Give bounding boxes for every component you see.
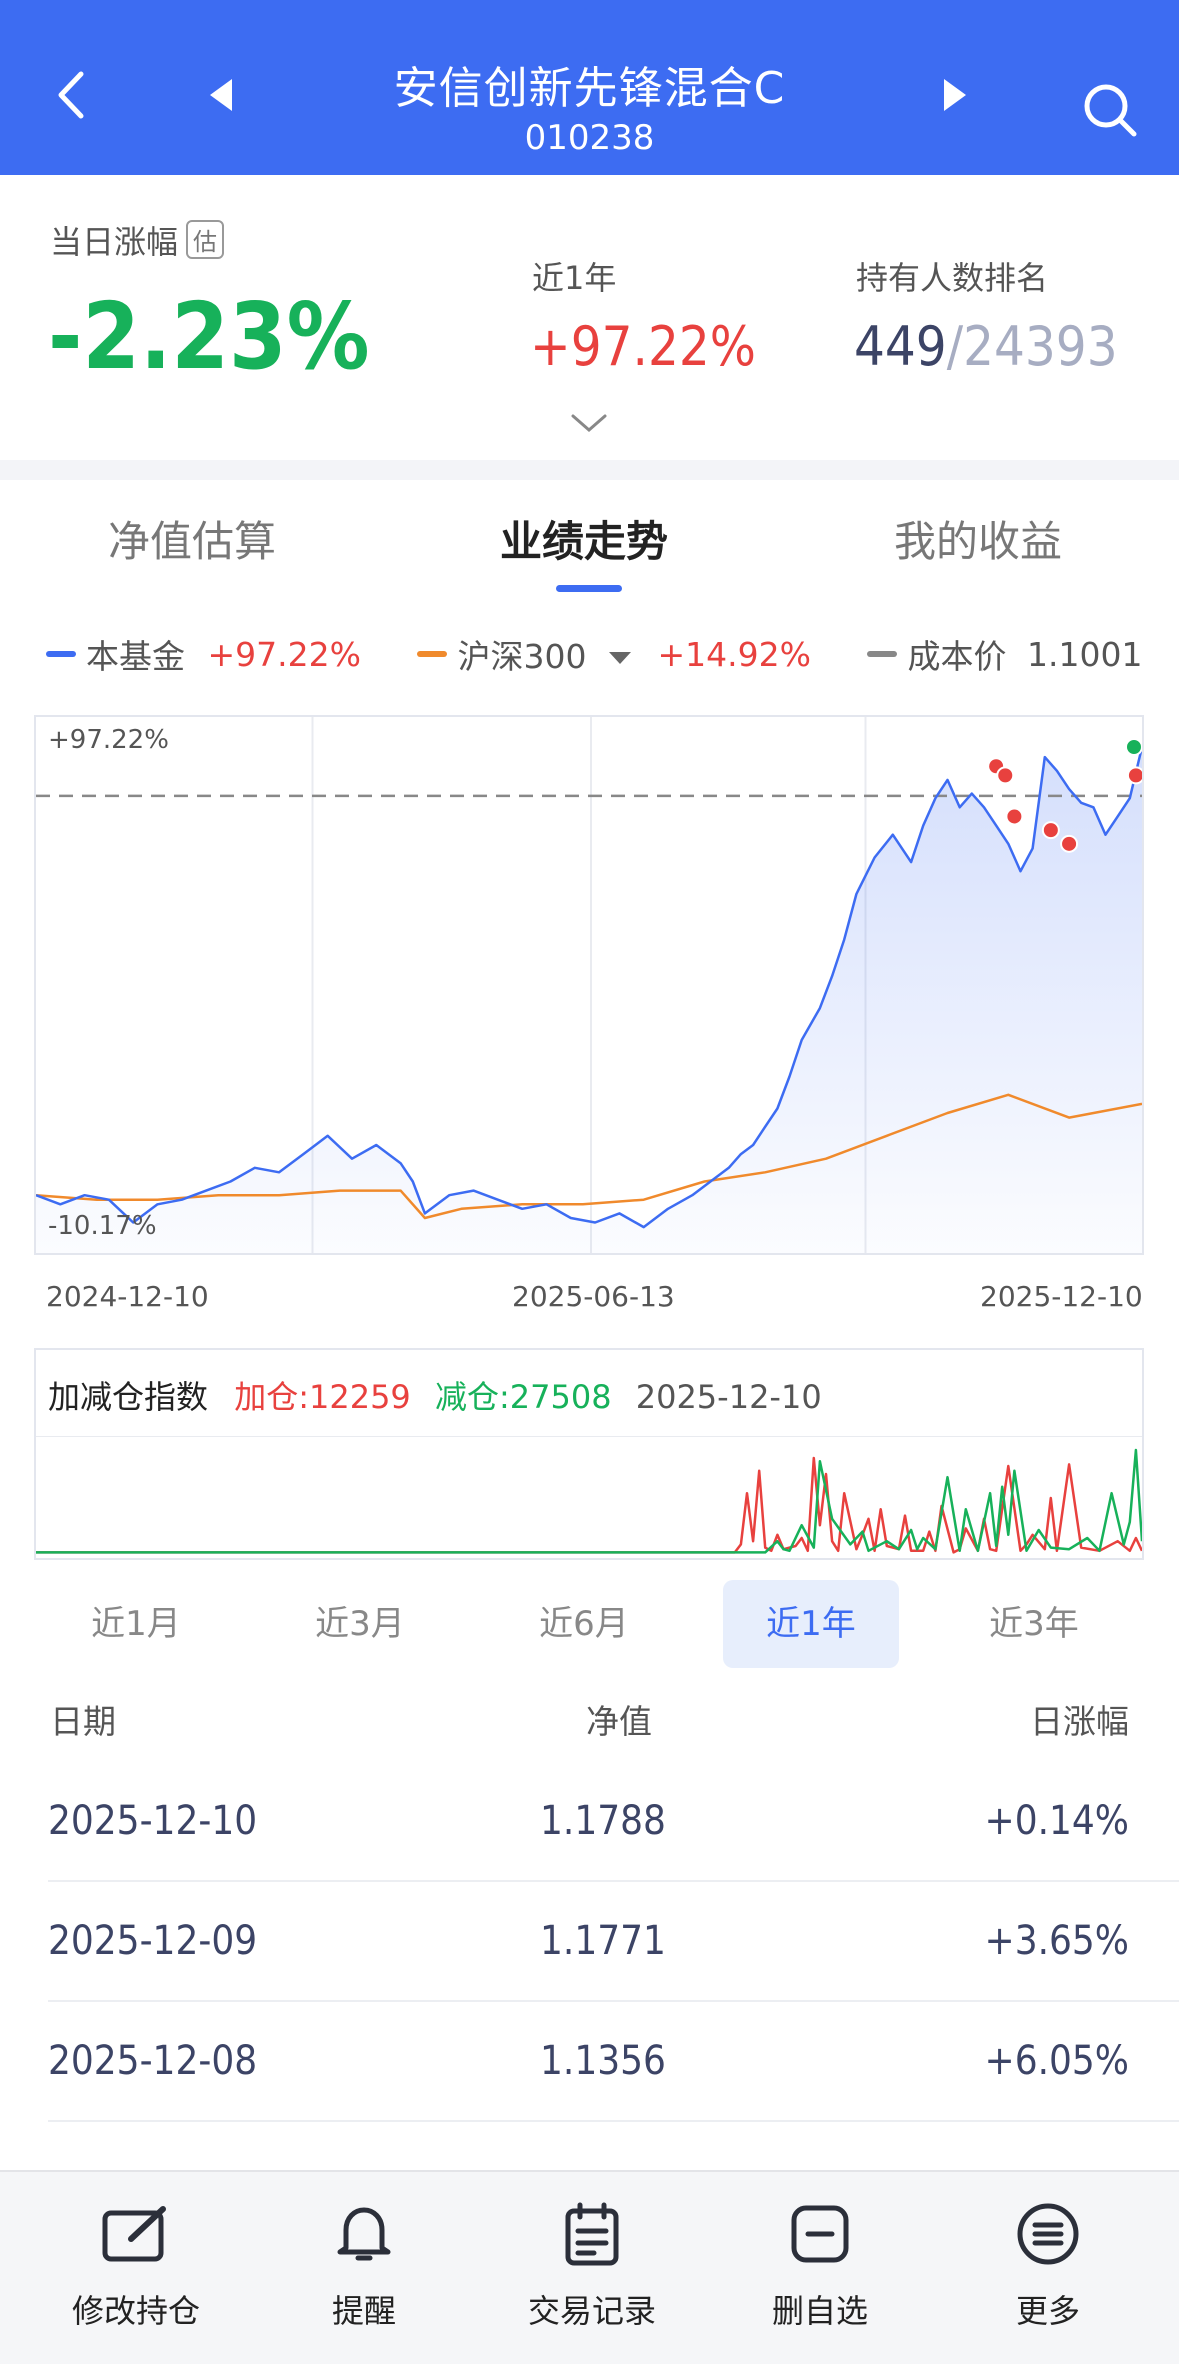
- performance-chart[interactable]: +97.22% -10.17%: [34, 715, 1144, 1255]
- app-header: 安信创新先锋混合C 010238: [0, 0, 1179, 175]
- x-label-start: 2024-12-10: [46, 1280, 209, 1313]
- daily-change-label-text: 当日涨幅: [50, 223, 179, 261]
- index-series-line: [36, 1093, 1142, 1220]
- remove-watchlist-label: 删自选: [771, 2292, 868, 2330]
- col-nav-header: 净值: [586, 1702, 652, 1741]
- fund-area: [36, 747, 1142, 1253]
- trade-marker[interactable]: [1126, 766, 1142, 785]
- tab-my-earnings[interactable]: 我的收益: [894, 517, 1063, 566]
- row-change: +0.14%: [984, 1798, 1129, 1844]
- x-label-end: 2025-12-10: [980, 1280, 1143, 1313]
- fund-title: 安信创新先锋混合C: [393, 63, 786, 114]
- buy-value: 12259: [308, 1378, 411, 1416]
- buy-series-line: [36, 1456, 1142, 1554]
- chevron-down-icon[interactable]: [570, 413, 608, 439]
- period-selector: 近1月 近3月 近6月 近1年 近3年: [0, 1580, 1179, 1670]
- performance-panel: 净值估算 业绩走势 我的收益 本基金 +97.22% 沪深300 +14.92%…: [0, 480, 1179, 2170]
- holder-rank-total: /24393: [946, 315, 1118, 378]
- tab-nav-estimate[interactable]: 净值估算: [108, 517, 277, 566]
- position-index-date: 2025-12-10: [635, 1378, 822, 1416]
- holder-rank-value: 449: [854, 315, 947, 378]
- period-6m[interactable]: 近6月: [539, 1604, 629, 1644]
- bell-icon: [324, 2194, 404, 2274]
- edit-holdings-button[interactable]: 修改持仓: [36, 2194, 236, 2332]
- holder-rank-label: 持有人数排名: [856, 259, 1049, 297]
- fund-legend-value: +97.22%: [207, 634, 361, 674]
- index-legend-value: +14.92%: [657, 634, 811, 674]
- row-nav: 1.1356: [540, 2038, 666, 2084]
- col-date-header: 日期: [50, 1702, 116, 1741]
- period-1y[interactable]: 近1年: [723, 1580, 899, 1668]
- edit-holdings-icon: [96, 2194, 176, 2274]
- period-3y[interactable]: 近3年: [989, 1604, 1079, 1644]
- buy-label: 加仓:: [234, 1378, 309, 1416]
- row-change: +6.05%: [984, 2038, 1129, 2084]
- cost-legend-swatch: [867, 651, 898, 657]
- period-3m[interactable]: 近3月: [315, 1604, 405, 1644]
- fund-legend-swatch: [46, 651, 76, 657]
- triangle-left-icon[interactable]: [196, 70, 246, 120]
- col-change-header: 日涨幅: [1030, 1702, 1129, 1741]
- bottom-action-bar: 修改持仓 提醒 交易记录 删自选 更多: [0, 2170, 1179, 2364]
- tab-performance[interactable]: 业绩走势: [500, 517, 669, 566]
- sell-value: 27508: [509, 1378, 612, 1416]
- menu-circle-icon: [1008, 2194, 1088, 2274]
- trade-marker[interactable]: [1005, 807, 1024, 826]
- position-index-svg: [36, 1436, 1142, 1554]
- chevron-left-icon[interactable]: [46, 70, 96, 120]
- y-min-label: -10.17%: [48, 1211, 157, 1241]
- period-1m[interactable]: 近1月: [91, 1604, 181, 1644]
- fund-series-line: [36, 746, 1142, 1229]
- reminder-label: 提醒: [331, 2292, 396, 2330]
- active-tab-indicator: [556, 585, 622, 592]
- holder-rank: 449/24393: [854, 315, 1118, 378]
- position-index-title: 加减仓指数: [48, 1378, 209, 1416]
- fund-legend-name: 本基金: [86, 637, 185, 676]
- trade-records-label: 交易记录: [527, 2292, 656, 2330]
- trade-marker[interactable]: [1125, 738, 1142, 756]
- sell-label: 减仓:: [434, 1378, 510, 1416]
- y-max-label: +97.22%: [48, 725, 169, 755]
- year-return-label: 近1年: [532, 259, 617, 297]
- sell-series-line: [36, 1448, 1142, 1554]
- edit-holdings-label: 修改持仓: [71, 2292, 200, 2330]
- more-button[interactable]: 更多: [948, 2194, 1148, 2332]
- row-nav: 1.1771: [540, 1918, 666, 1964]
- remove-watchlist-button[interactable]: 删自选: [720, 2194, 920, 2332]
- reminder-button[interactable]: 提醒: [264, 2194, 464, 2332]
- search-icon[interactable]: [1080, 80, 1140, 140]
- position-index-header: 加减仓指数 加仓:12259 减仓:27508 2025-12-10: [48, 1372, 822, 1418]
- table-row[interactable]: 2025-12-08 1.1356 +6.05%: [48, 2002, 1179, 2122]
- daily-change-label: 当日涨幅估: [50, 217, 225, 263]
- index-legend-swatch: [417, 651, 448, 657]
- trade-marker[interactable]: [1041, 821, 1060, 840]
- index-legend-name[interactable]: 沪深300: [457, 637, 587, 676]
- year-return-value: +97.22%: [530, 315, 756, 378]
- chart-legend: 本基金 +97.22% 沪深300 +14.92% 成本价 1.1001: [46, 630, 1142, 678]
- daily-change-value: -2.23%: [48, 283, 370, 390]
- triangle-right-icon[interactable]: [930, 70, 980, 120]
- row-date: 2025-12-10: [48, 1798, 258, 1844]
- index-dropdown-icon[interactable]: [607, 635, 633, 674]
- x-label-mid: 2025-06-13: [512, 1280, 675, 1313]
- minus-box-icon: [780, 2194, 860, 2274]
- position-index-chart[interactable]: 加减仓指数 加仓:12259 减仓:27508 2025-12-10: [34, 1348, 1144, 1560]
- table-row[interactable]: 2025-12-09 1.1771 +3.65%: [48, 1882, 1179, 2002]
- row-date: 2025-12-08: [48, 2038, 258, 2084]
- estimate-badge[interactable]: 估: [186, 220, 225, 259]
- fund-summary: 当日涨幅估 -2.23% 近1年 +97.22% 持有人数排名 449/2439…: [0, 175, 1179, 460]
- row-date: 2025-12-09: [48, 1918, 258, 1964]
- table-row[interactable]: 2025-12-10 1.1788 +0.14%: [48, 1762, 1179, 1882]
- row-nav: 1.1788: [540, 1798, 666, 1844]
- fund-code: 010238: [524, 118, 655, 158]
- cost-legend-value: 1.1001: [1026, 634, 1143, 674]
- row-change: +3.65%: [984, 1918, 1129, 1964]
- calendar-list-icon: [552, 2194, 632, 2274]
- trade-records-button[interactable]: 交易记录: [492, 2194, 692, 2332]
- more-label: 更多: [1015, 2292, 1080, 2330]
- trade-marker[interactable]: [996, 766, 1015, 785]
- cost-legend-name: 成本价: [907, 637, 1007, 676]
- performance-chart-svg: [36, 717, 1142, 1253]
- trade-marker[interactable]: [1060, 834, 1079, 853]
